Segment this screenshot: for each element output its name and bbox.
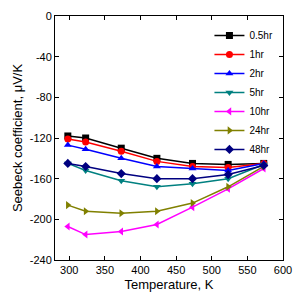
svg-text:-160: -160: [30, 173, 52, 185]
svg-text:0.5hr: 0.5hr: [249, 30, 272, 41]
svg-text:1hr: 1hr: [249, 49, 264, 60]
svg-text:5hr: 5hr: [249, 87, 264, 98]
svg-text:550: 550: [238, 264, 256, 276]
svg-text:48hr: 48hr: [249, 144, 270, 155]
svg-text:24hr: 24hr: [249, 125, 270, 136]
svg-text:500: 500: [203, 264, 221, 276]
svg-text:-120: -120: [30, 132, 52, 144]
svg-text:Seebeck coefficient, μV/K: Seebeck coefficient, μV/K: [10, 64, 25, 212]
svg-text:300: 300: [60, 264, 78, 276]
svg-text:10hr: 10hr: [249, 106, 270, 117]
svg-text:450: 450: [167, 264, 185, 276]
svg-text:0: 0: [46, 10, 52, 22]
svg-text:-200: -200: [30, 213, 52, 225]
svg-text:2hr: 2hr: [249, 68, 264, 79]
svg-text:-40: -40: [36, 51, 52, 63]
svg-text:350: 350: [96, 264, 114, 276]
svg-text:600: 600: [274, 264, 292, 276]
svg-text:Temperature, K: Temperature, K: [125, 277, 214, 292]
svg-text:-80: -80: [36, 91, 52, 103]
svg-text:-240: -240: [30, 254, 52, 266]
svg-text:400: 400: [131, 264, 149, 276]
